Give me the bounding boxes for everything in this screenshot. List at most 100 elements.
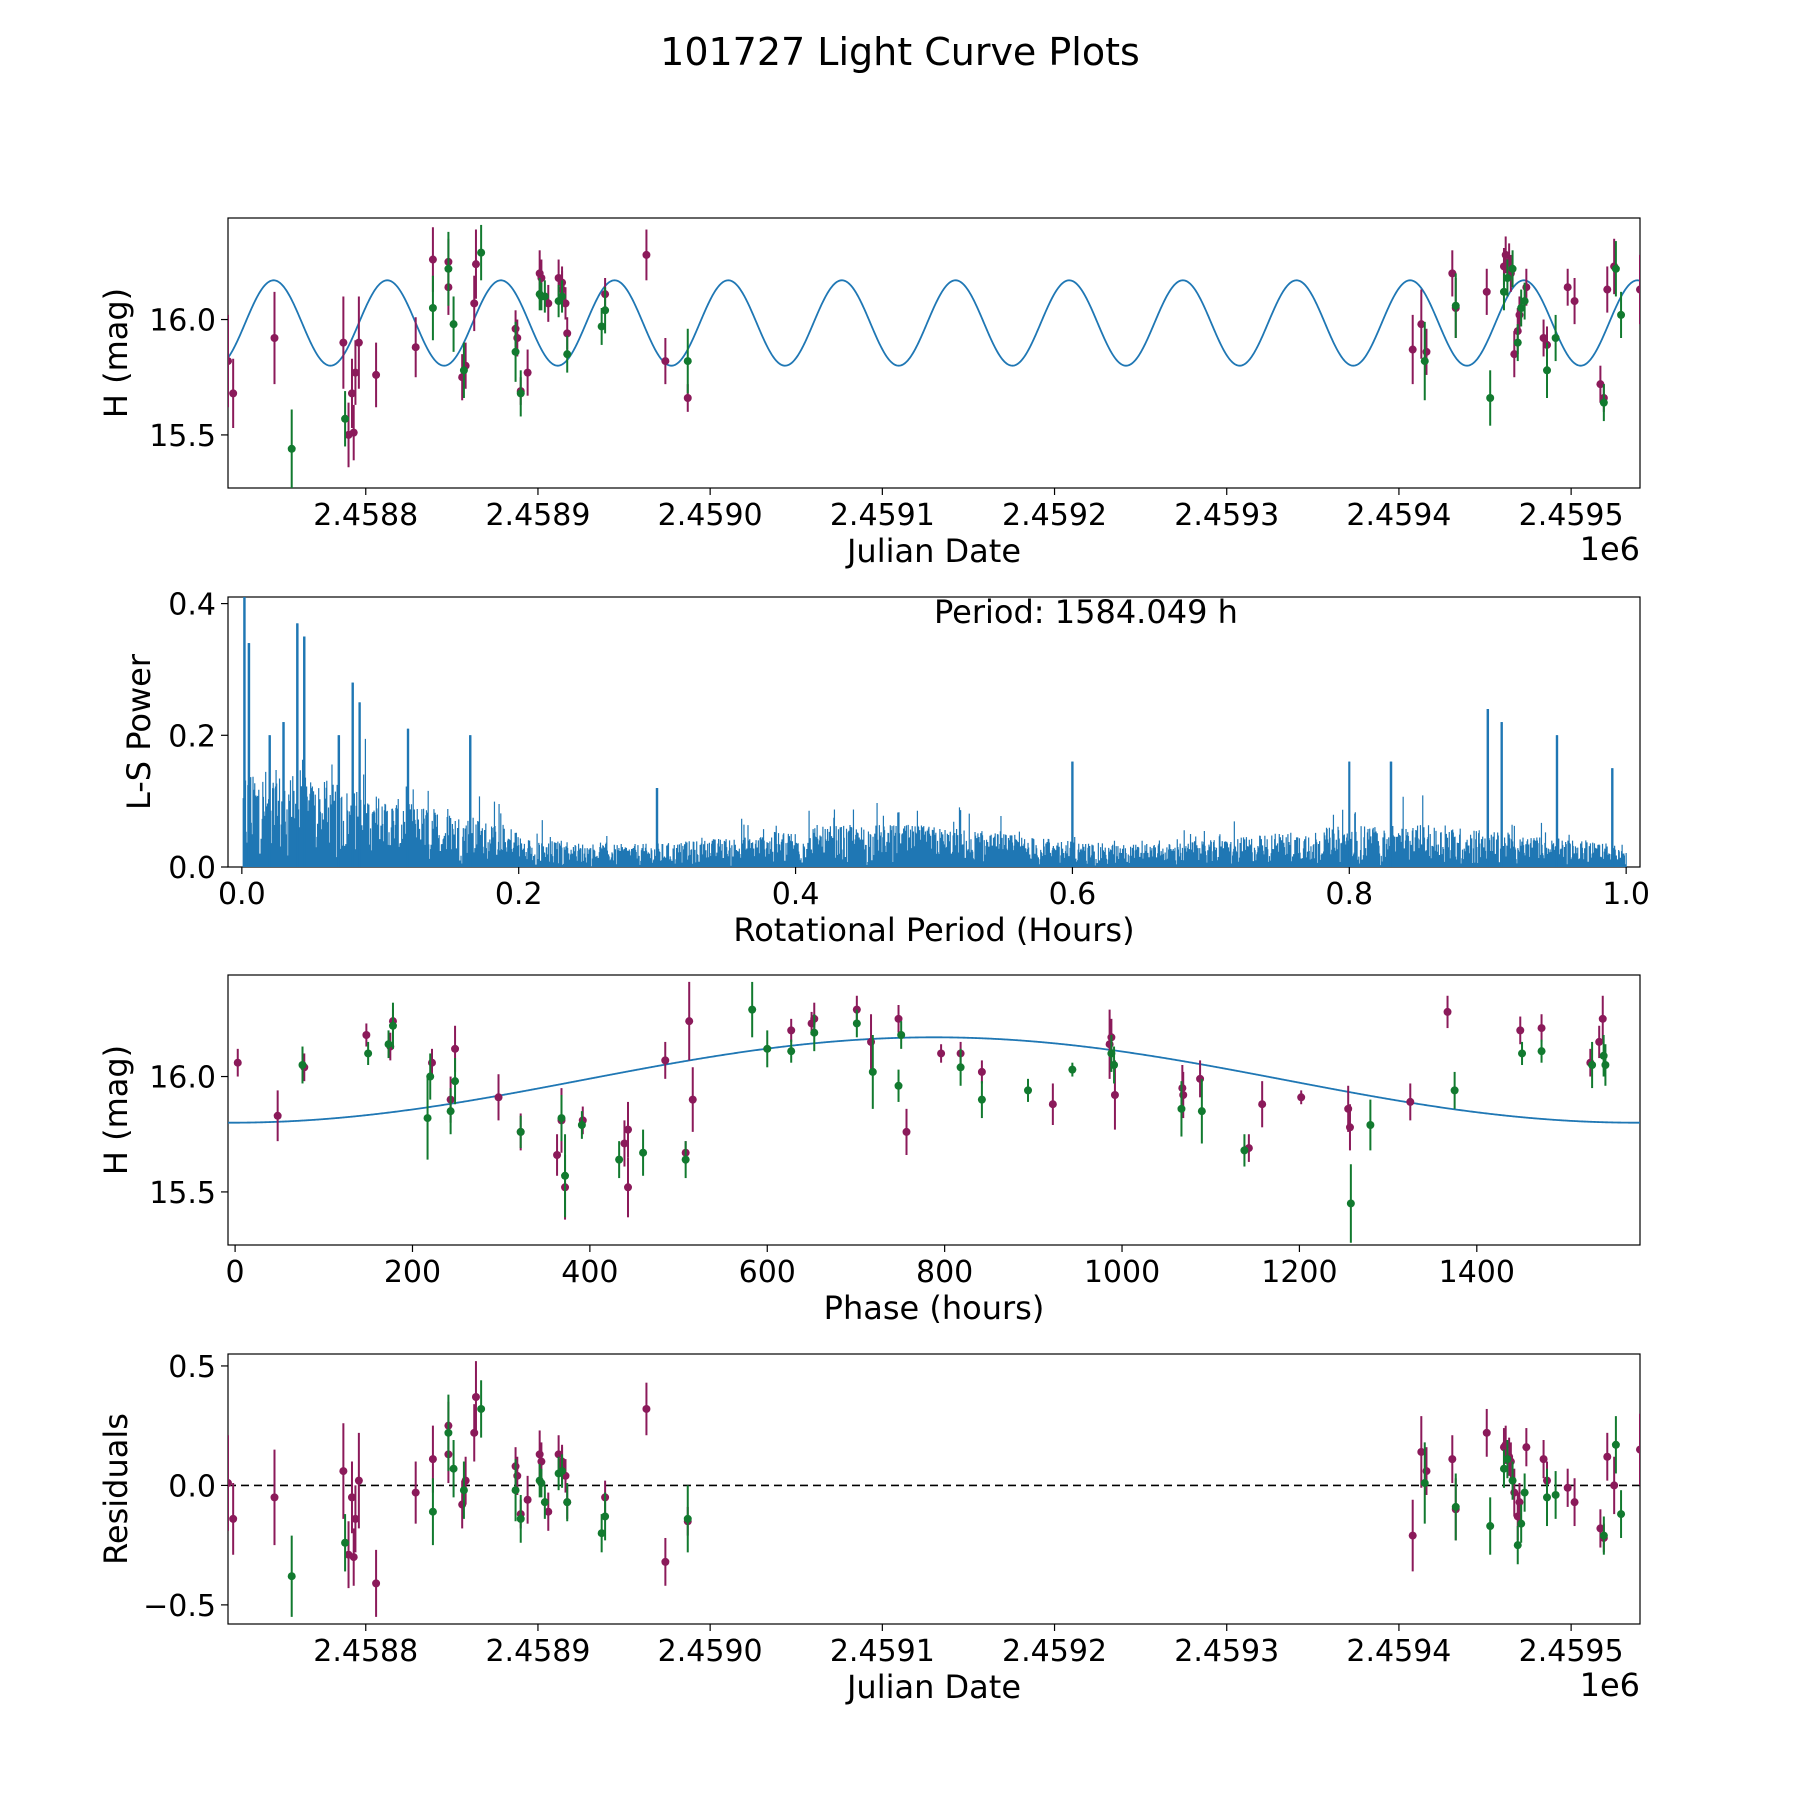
phased-series <box>298 981 1610 1243</box>
phased-curve-panel: Phase (hours) H (mag) 0 200 400 600 800 1000 1… <box>97 974 1641 1327</box>
data-point <box>228 357 232 366</box>
data-point <box>561 1171 570 1180</box>
data-point <box>1551 334 1560 342</box>
periodogram-power-curve <box>242 597 1627 867</box>
data-point <box>516 1127 525 1136</box>
phased-curve-axes-frame <box>227 974 1641 1246</box>
lightcurve-y-tick-label: 15.5 <box>149 419 216 454</box>
data-point <box>461 1476 470 1485</box>
data-point <box>1366 1121 1375 1129</box>
data-point <box>1450 1086 1459 1095</box>
data-point <box>471 1393 480 1402</box>
data-point <box>1345 1123 1354 1132</box>
data-point <box>685 1017 694 1026</box>
phased-curve-ylabel: H (mag) <box>97 1045 135 1175</box>
data-point <box>563 1498 572 1507</box>
lightcurve-series <box>287 224 1626 488</box>
data-point <box>1513 338 1522 347</box>
data-point <box>537 1457 546 1466</box>
data-point <box>688 1095 697 1104</box>
phased-x-tick-label: 0 <box>226 1255 245 1290</box>
data-point <box>1177 1104 1186 1113</box>
data-point <box>1417 320 1426 329</box>
data-point <box>787 1047 796 1056</box>
periodogram-x-tick-label: 0.0 <box>218 877 266 912</box>
data-point <box>513 334 522 342</box>
data-point <box>624 1183 633 1192</box>
data-point <box>1516 1026 1525 1035</box>
data-point <box>867 1037 876 1046</box>
data-point <box>287 1572 296 1581</box>
data-point <box>852 1019 861 1028</box>
data-point <box>810 1028 819 1037</box>
data-point <box>563 329 572 338</box>
data-point <box>451 1044 460 1053</box>
lightcurve-x-tick-label: 2.4595 <box>1519 498 1624 533</box>
data-point <box>1420 1479 1429 1488</box>
periodogram-annotation: Period: 1584.049 h <box>934 593 1238 631</box>
residuals-series <box>228 1361 1640 1617</box>
data-point <box>1048 1100 1057 1109</box>
data-point <box>683 357 692 366</box>
data-point <box>446 1107 455 1116</box>
data-point <box>683 394 692 402</box>
data-point <box>1551 1490 1560 1499</box>
data-point <box>537 1479 546 1488</box>
lightcurve-x-tick-label: 2.4591 <box>830 498 935 533</box>
data-point <box>1110 1061 1119 1069</box>
data-point <box>639 1148 648 1157</box>
data-point <box>364 1049 373 1058</box>
data-point <box>477 248 486 257</box>
residuals-y-tick-label: −0.5 <box>143 1589 216 1624</box>
data-point <box>341 414 350 423</box>
data-point <box>428 255 437 264</box>
data-point <box>1611 264 1620 273</box>
data-point <box>1179 1091 1188 1099</box>
data-point <box>1448 1455 1457 1464</box>
data-point <box>624 1125 633 1134</box>
data-point <box>894 1014 903 1023</box>
periodogram-y-tick-label: 0.4 <box>168 588 216 623</box>
data-point <box>544 299 553 308</box>
data-point <box>1443 1007 1452 1016</box>
data-point <box>459 1486 468 1495</box>
data-point <box>494 1093 503 1102</box>
data-point <box>1508 1476 1517 1485</box>
data-point <box>511 347 520 356</box>
data-point <box>642 250 651 259</box>
data-point <box>1297 1093 1306 1102</box>
lightcurve-x-tick-label: 2.4592 <box>1002 498 1107 533</box>
data-point <box>1522 283 1531 292</box>
data-point <box>1543 366 1552 375</box>
data-point <box>1406 1097 1415 1106</box>
data-point <box>1105 1040 1114 1049</box>
data-point <box>1344 1104 1353 1113</box>
data-point <box>372 1579 381 1588</box>
data-point <box>270 334 279 342</box>
data-point <box>411 1488 420 1497</box>
data-point <box>897 1031 906 1039</box>
periodogram-panel: Period: 1584.049 h Rotational Period (Ho… <box>120 588 1650 949</box>
phased-x-tick-label: 400 <box>561 1255 618 1290</box>
data-point <box>426 1072 435 1081</box>
residuals-offset-label: 1e6 <box>1580 1666 1640 1704</box>
data-point <box>470 299 479 308</box>
data-point <box>349 1553 358 1562</box>
data-point <box>351 368 360 377</box>
data-point <box>444 264 453 273</box>
data-point <box>1603 285 1612 294</box>
phased-curve-xlabel: Phase (hours) <box>824 1289 1045 1327</box>
data-point <box>1482 287 1491 296</box>
phased-x-tick-label: 800 <box>916 1255 973 1290</box>
data-point <box>597 1529 606 1538</box>
data-point <box>470 1428 479 1437</box>
periodogram-x-tick-label: 0.4 <box>772 877 820 912</box>
data-point <box>349 428 358 437</box>
phased-plot-area <box>228 981 1640 1243</box>
data-point <box>1508 264 1517 273</box>
data-point <box>477 1404 486 1413</box>
data-point <box>540 1498 549 1507</box>
data-point <box>1596 1524 1605 1533</box>
light-curve-offset-label: 1e6 <box>1580 530 1640 568</box>
lightcurve-plot-area <box>228 224 1640 488</box>
